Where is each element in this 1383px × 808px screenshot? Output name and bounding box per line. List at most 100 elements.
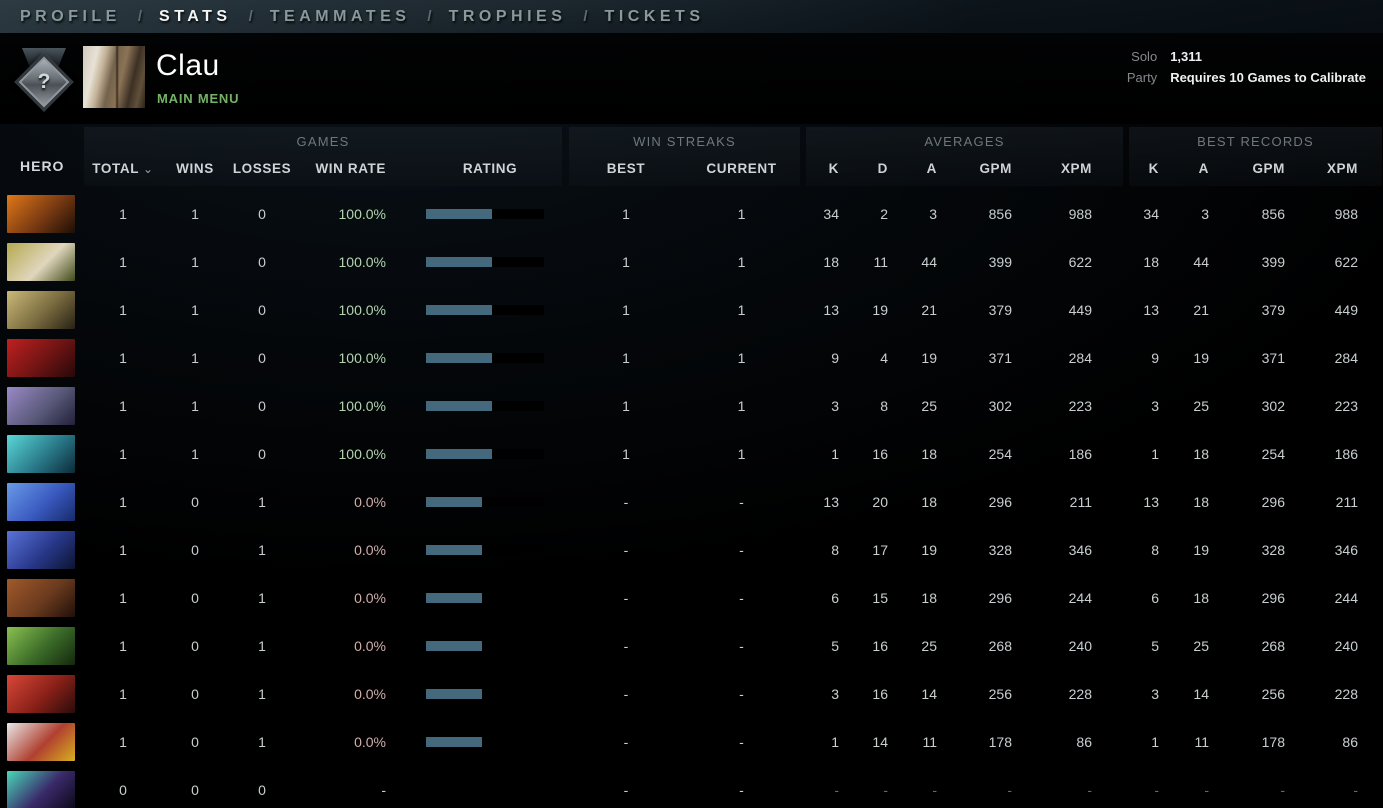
rating-bar — [426, 401, 544, 411]
mmr-panel: Solo 1,311 Party Requires 10 Games to Ca… — [1127, 49, 1366, 85]
column-header-best-a[interactable]: A — [1198, 161, 1209, 176]
column-header-total[interactable]: TOTAL ⌄ — [92, 161, 154, 176]
main-menu-link[interactable]: MAIN MENU — [157, 91, 240, 106]
best-gpm-value: 178 — [1261, 734, 1285, 750]
rating-bar — [426, 305, 544, 315]
best-xpm-value: 86 — [1342, 734, 1358, 750]
avg-d-value: 16 — [872, 446, 888, 462]
avg-xpm-value: - — [1087, 782, 1092, 798]
hero-row[interactable]: 1 0 1 0.0% - - 3 16 14 256 228 3 14 256 … — [0, 670, 1383, 718]
best-k-value: 13 — [1143, 302, 1159, 318]
streak-current-value: - — [739, 734, 744, 750]
streak-best-value: - — [623, 686, 629, 702]
avg-xpm-value: 449 — [1068, 302, 1092, 318]
streak-current-value: 1 — [737, 446, 746, 462]
column-header-avg-k[interactable]: K — [828, 161, 839, 176]
hero-row[interactable]: 1 1 0 100.0% 1 1 13 19 21 379 449 13 21 … — [0, 286, 1383, 334]
total-value: 1 — [119, 542, 127, 558]
nav-separator: / — [583, 8, 588, 25]
column-header-current[interactable]: CURRENT — [706, 161, 777, 176]
avg-a-value: 25 — [921, 638, 937, 654]
wins-value: 0 — [191, 494, 199, 510]
hero-row[interactable]: 1 1 0 100.0% 1 1 3 8 25 302 223 3 25 302… — [0, 382, 1383, 430]
avg-gpm-value: - — [1007, 782, 1012, 798]
column-header-best-k[interactable]: K — [1148, 161, 1159, 176]
hero-row[interactable]: 1 0 1 0.0% - - 13 20 18 296 211 13 18 29… — [0, 478, 1383, 526]
streak-best-value: 1 — [622, 350, 630, 366]
hero-row[interactable]: 1 0 1 0.0% - - 8 17 19 328 346 8 19 328 … — [0, 526, 1383, 574]
avg-d-value: 4 — [880, 350, 888, 366]
column-header-avg-d[interactable]: D — [877, 161, 888, 176]
best-a-value: 44 — [1193, 254, 1209, 270]
hero-row[interactable]: 1 1 0 100.0% 1 1 1 16 18 254 186 1 18 25… — [0, 430, 1383, 478]
column-header-best-xpm[interactable]: XPM — [1326, 161, 1358, 176]
nav-tab-trophies[interactable]: TROPHIES — [448, 7, 567, 25]
win-rate-value: 100.0% — [338, 302, 386, 318]
streak-current-value: - — [739, 638, 744, 654]
best-k-value: 1 — [1151, 446, 1159, 462]
column-header-rating[interactable]: RATING — [462, 161, 518, 176]
win-rate-value: 100.0% — [338, 206, 386, 222]
total-value: 1 — [119, 254, 127, 270]
avg-d-value: 8 — [880, 398, 888, 414]
avg-k-value: 5 — [831, 638, 839, 654]
best-gpm-value: 268 — [1261, 638, 1285, 654]
avg-a-value: 21 — [921, 302, 937, 318]
losses-value: 0 — [258, 398, 266, 414]
nav-separator: / — [248, 8, 253, 25]
losses-value: 0 — [258, 350, 266, 366]
hero-row[interactable]: 1 1 0 100.0% 1 1 34 2 3 856 988 34 3 856… — [0, 190, 1383, 238]
best-k-value: 6 — [1151, 590, 1159, 606]
best-xpm-value: - — [1353, 782, 1358, 798]
nav-tab-stats[interactable]: STATS — [159, 7, 232, 25]
win-rate-value: 0.0% — [354, 542, 386, 558]
column-header-losses[interactable]: LOSSES — [232, 161, 292, 176]
hero-row[interactable]: 1 1 0 100.0% 1 1 18 11 44 399 622 18 44 … — [0, 238, 1383, 286]
avg-d-value: 2 — [880, 206, 888, 222]
win-rate-value: 0.0% — [354, 590, 386, 606]
column-header-win-rate[interactable]: WIN RATE — [315, 161, 386, 176]
avg-d-value: 20 — [872, 494, 888, 510]
avg-xpm-value: 186 — [1068, 446, 1092, 462]
hero-row[interactable]: 1 0 1 0.0% - - 5 16 25 268 240 5 25 268 … — [0, 622, 1383, 670]
column-header-hero[interactable]: HERO — [20, 158, 65, 174]
best-gpm-value: 296 — [1261, 590, 1285, 606]
avg-xpm-value: 284 — [1068, 350, 1092, 366]
best-xpm-value: 244 — [1334, 590, 1358, 606]
nav-tab-profile[interactable]: PROFILE — [20, 7, 121, 25]
column-header-best-gpm[interactable]: GPM — [1252, 161, 1285, 176]
column-header-avg-xpm[interactable]: XPM — [1060, 161, 1092, 176]
column-header-best[interactable]: BEST — [606, 161, 646, 176]
avg-d-value: 19 — [872, 302, 888, 318]
total-value: 1 — [119, 590, 127, 606]
wins-value: 1 — [191, 206, 199, 222]
avg-k-value: 3 — [831, 686, 839, 702]
avg-d-value: - — [883, 782, 888, 798]
column-header-wins[interactable]: WINS — [176, 161, 214, 176]
rating-bar — [426, 737, 544, 747]
column-header-avg-a[interactable]: A — [926, 161, 937, 176]
streak-best-value: - — [623, 782, 629, 798]
hero-row[interactable]: 1 0 1 0.0% - - 1 14 11 178 86 1 11 178 8… — [0, 718, 1383, 766]
hero-row[interactable]: 0 0 0 - - - - - - - - - - - - — [0, 766, 1383, 808]
win-rate-value: 0.0% — [354, 638, 386, 654]
column-header-avg-gpm[interactable]: GPM — [979, 161, 1012, 176]
nav-tab-teammates[interactable]: TEAMMATES — [269, 7, 411, 25]
best-xpm-value: 622 — [1334, 254, 1358, 270]
losses-value: 0 — [258, 254, 266, 270]
avatar[interactable] — [83, 46, 145, 108]
hero-icon-night-stalker — [7, 531, 75, 569]
best-a-value: - — [1204, 782, 1209, 798]
nav-tab-tickets[interactable]: TICKETS — [604, 7, 705, 25]
group-title-games: GAMES — [296, 134, 350, 149]
losses-value: 0 — [258, 446, 266, 462]
hero-row[interactable]: 1 1 0 100.0% 1 1 9 4 19 371 284 9 19 371… — [0, 334, 1383, 382]
hero-row[interactable]: 1 0 1 0.0% - - 6 15 18 296 244 6 18 296 … — [0, 574, 1383, 622]
best-k-value: 13 — [1143, 494, 1159, 510]
avg-a-value: 44 — [921, 254, 937, 270]
avg-d-value: 15 — [872, 590, 888, 606]
best-gpm-value: 371 — [1261, 350, 1285, 366]
avg-gpm-value: 856 — [988, 206, 1012, 222]
streak-current-value: - — [739, 590, 744, 606]
